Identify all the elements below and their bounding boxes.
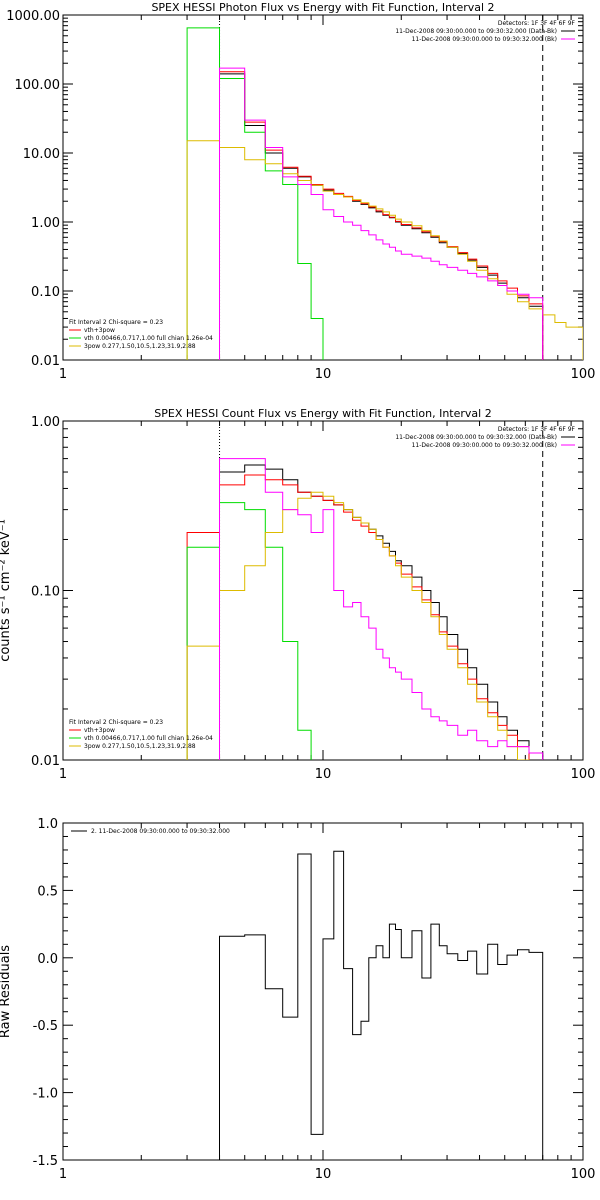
- chart-panel-2: SPEX HESSI Count Flux vs Energy with Fit…: [0, 407, 596, 782]
- series-line-4: [186, 491, 530, 760]
- series-line-2: [186, 474, 530, 760]
- series-line-1: [219, 850, 544, 1160]
- y-tick-label: 0.0: [37, 952, 58, 967]
- data-layer: [219, 850, 544, 1160]
- legend-bottom-entry: Fit Interval 2 Chi-square = 0.23: [69, 719, 163, 726]
- x-tick-label: 1: [59, 1167, 67, 1182]
- legend-bottom-entry: vth 0.00466,0.717,1.00 full chian 1.26e-…: [84, 335, 213, 342]
- x-tick-label: 10: [315, 367, 332, 382]
- y-tick-label: 1.0: [37, 817, 58, 832]
- legend-top-entry: Detectors: 1F 3F 4F 6F 9F: [498, 20, 576, 27]
- y-tick-label: 1000.00: [6, 9, 60, 24]
- y-tick-label: 0.01: [31, 354, 60, 369]
- x-tick-label: 100: [571, 767, 596, 782]
- y-tick-label: 0.10: [31, 585, 60, 600]
- plot-frame: [62, 420, 584, 761]
- y-axis-label: Raw Residuals: [0, 945, 13, 1038]
- x-tick-label: 10: [315, 767, 332, 782]
- y-tick-label: 0.5: [37, 884, 58, 899]
- series-line-5: [219, 67, 544, 360]
- legend-bottom-entry: 3pow 0.277,1.50,10.5,1.23,31.9,2.88: [84, 743, 196, 750]
- series-line-4: [186, 140, 583, 360]
- legend-top-entry: Detectors: 1F 3F 4F 6F 9F: [498, 426, 576, 433]
- y-tick-label: 0.10: [31, 285, 60, 300]
- chart-title: SPEX HESSI Photon Flux vs Energy with Fi…: [151, 1, 494, 14]
- legend-top-entry: 2. 11-Dec-2008 09:30:00.000 to 09:30:32.…: [91, 828, 230, 835]
- series-line-1: [219, 73, 544, 360]
- y-tick-label: 0.01: [31, 754, 60, 769]
- chart-panel-3: 1 10 100 1.0 0.5 0.0 -0.5 -1.0 -1.5 Raw Residuals…: [0, 817, 596, 1182]
- legend-bottom-entry: 3pow 0.277,1.50,10.5,1.23,31.9,2.88: [84, 343, 196, 350]
- legend-top-entry: 11-Dec-2008 09:30:00.000 to 09:30:32.000…: [395, 434, 557, 441]
- y-tick-label: -1.5: [33, 1154, 58, 1169]
- legend-bottom-entry: vth 0.00466,0.717,1.00 full chian 1.26e-…: [84, 735, 213, 742]
- y-tick-label: -1.0: [33, 1087, 58, 1102]
- legend-top-entry: 11-Dec-2008 09:30:00.000 to 09:30:32.000…: [412, 36, 557, 43]
- legend-top-entry: 11-Dec-2008 09:30:00.000 to 09:30:32.000…: [412, 442, 557, 449]
- x-tick-label: 1: [59, 767, 67, 782]
- series-line-3: [186, 502, 312, 760]
- y-axis-label: counts s⁻¹ cm⁻² keV⁻¹: [0, 519, 13, 662]
- x-tick-label: 100: [571, 1167, 596, 1182]
- x-tick-label: 100: [571, 367, 596, 382]
- y-tick-label: -0.5: [33, 1019, 58, 1034]
- series-line-2: [219, 71, 544, 360]
- x-tick-label: 1: [59, 367, 67, 382]
- series-line-5: [219, 458, 544, 760]
- data-layer: [186, 15, 583, 360]
- chart-title: SPEX HESSI Count Flux vs Energy with Fit…: [154, 407, 491, 420]
- legend-top-entry: 11-Dec-2008 09:30:00.000 to 09:30:32.000…: [395, 28, 557, 35]
- chart-panel-1: SPEX HESSI Photon Flux vs Energy with Fi…: [6, 1, 596, 382]
- series-line-1: [219, 464, 544, 760]
- y-tick-label: 100.00: [15, 78, 61, 93]
- x-tick-label: 10: [315, 1167, 332, 1182]
- legend-bottom-entry: Fit Interval 2 Chi-square = 0.23: [69, 319, 163, 326]
- legend-bottom-entry: vth+3pow: [84, 327, 115, 334]
- y-tick-label: 1.00: [31, 415, 60, 430]
- data-layer: [186, 421, 544, 760]
- y-tick-label: 10.00: [23, 147, 60, 162]
- legend-bottom-entry: vth+3pow: [84, 727, 115, 734]
- y-tick-label: 1.00: [31, 216, 60, 231]
